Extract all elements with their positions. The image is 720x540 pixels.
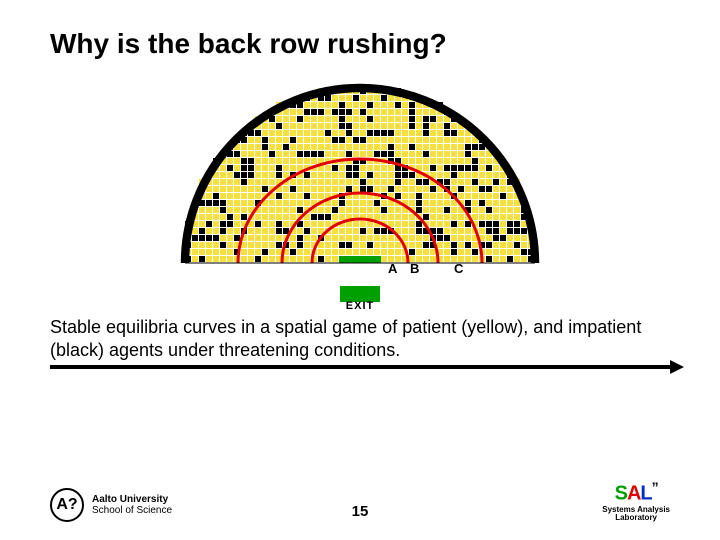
sal-line2: Laboratory — [602, 514, 670, 522]
aalto-line1: Aalto University — [92, 494, 172, 505]
slide-title: Why is the back row rushing? — [50, 28, 670, 60]
sal-logo: SAL” Systems Analysis Laboratory — [602, 479, 670, 522]
sal-quote: ” — [652, 479, 658, 495]
aalto-line2: School of Science — [92, 505, 172, 516]
figure-container: A B C EXIT — [50, 78, 670, 308]
sal-mark: SAL” — [602, 479, 670, 506]
sal-letter-l: L — [640, 483, 651, 505]
curve-label-c: C — [454, 261, 463, 276]
sal-letter-s: S — [615, 483, 627, 505]
slide: Why is the back row rushing? A B C EXIT … — [0, 0, 720, 540]
page-number: 15 — [352, 503, 369, 520]
figure-caption: Stable equilibria curves in a spatial ga… — [50, 316, 670, 361]
divider-arrow — [50, 365, 670, 369]
semicircle-grid-figure: A B C EXIT — [170, 78, 550, 308]
grid-svg — [170, 78, 550, 280]
aalto-logo: A? Aalto University School of Science — [50, 488, 172, 522]
aalto-mark-icon: A? — [50, 488, 84, 522]
slide-footer: A? Aalto University School of Science 15… — [50, 479, 670, 522]
curve-label-a: A — [388, 261, 397, 276]
sal-letter-a: A — [627, 483, 640, 505]
curve-label-b: B — [410, 261, 419, 276]
aalto-text: Aalto University School of Science — [92, 494, 172, 516]
exit-label: EXIT — [346, 300, 374, 312]
